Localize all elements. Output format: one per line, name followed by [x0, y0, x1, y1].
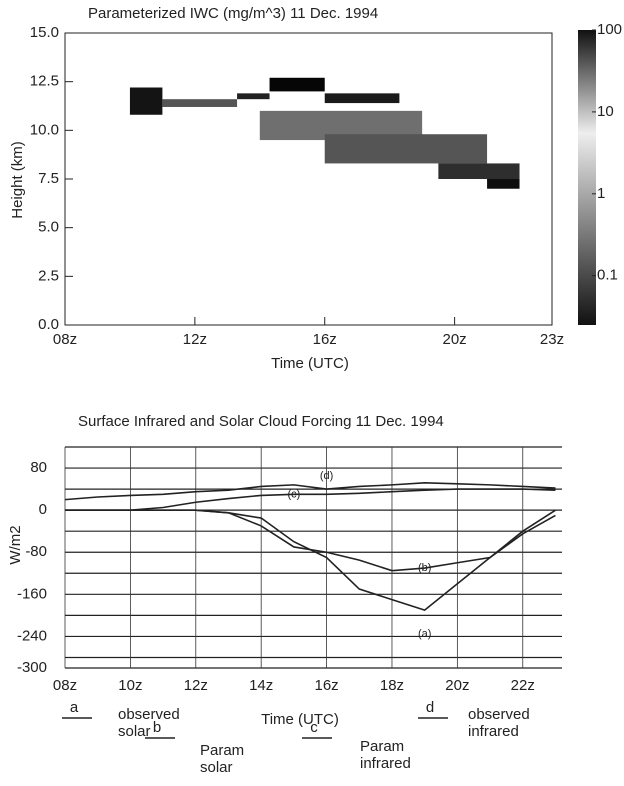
iwc-cell [487, 179, 520, 189]
legend-key: b [153, 719, 161, 736]
colorbar [578, 30, 596, 325]
legend-key: a [70, 699, 79, 716]
x-tick-label: 22z [511, 677, 535, 694]
iwc-cell [162, 99, 238, 107]
y-tick-label: 80 [30, 459, 47, 476]
x-tick-label: 10z [118, 677, 142, 694]
x-tick-label: 12z [183, 331, 207, 348]
legend-label: observed solar [118, 706, 180, 740]
iwc-cell [438, 163, 520, 179]
series-annotation: (b) [418, 562, 431, 574]
x-tick-label: 18z [380, 677, 404, 694]
y-tick-label: 0.0 [38, 316, 59, 333]
iwc-cell [324, 134, 488, 164]
y-axis-label: W/m2 [7, 525, 24, 564]
y-tick-label: 0 [39, 501, 47, 518]
y-tick-label: -240 [17, 627, 47, 644]
x-axis-label: Time (UTC) [261, 711, 339, 728]
y-tick-label: -80 [25, 543, 47, 560]
chart-title: Parameterized IWC (mg/m^3) 11 Dec. 1994 [88, 5, 378, 22]
colorbar-tick-label: 10 [597, 103, 614, 120]
legend-label: Param infrared [360, 738, 411, 772]
y-tick-label: 5.0 [38, 219, 59, 236]
series-line [64, 481, 556, 501]
y-tick-label: -160 [17, 585, 47, 602]
y-tick-label: 15.0 [30, 24, 59, 41]
x-tick-label: 23z [540, 331, 564, 348]
colorbar-tick-label: 0.1 [597, 267, 618, 284]
series-annotation: (d) [320, 470, 333, 482]
legend-key: d [426, 699, 434, 716]
y-tick-label: -300 [17, 659, 47, 676]
legend-label: Param solar [200, 742, 245, 776]
iwc-cell [129, 87, 163, 115]
legend-key: c [310, 719, 318, 736]
x-axis-label: Time (UTC) [271, 355, 349, 372]
x-tick-label: 16z [314, 677, 338, 694]
x-tick-label: 14z [249, 677, 273, 694]
series-line [65, 488, 556, 511]
x-tick-label: 16z [313, 331, 337, 348]
colorbar-tick-label: 1 [597, 185, 605, 202]
colorbar-tick-label: 100 [597, 21, 622, 38]
series-annotation: (a) [418, 628, 431, 640]
x-tick-label: 20z [445, 677, 469, 694]
y-tick-label: 10.0 [30, 121, 59, 138]
series-annotation: (c) [287, 488, 300, 500]
y-axis-label: Height (km) [9, 141, 26, 219]
legend-label: observed infrared [468, 706, 530, 740]
chart-title: Surface Infrared and Solar Cloud Forcing… [78, 413, 444, 430]
y-tick-label: 12.5 [30, 73, 59, 90]
iwc-cell [237, 93, 270, 100]
iwc-cell [324, 93, 400, 104]
iwc-cell [269, 77, 325, 92]
x-tick-label: 08z [53, 331, 77, 348]
y-tick-label: 2.5 [38, 267, 59, 284]
x-tick-label: 12z [184, 677, 208, 694]
series-line [65, 509, 556, 572]
x-tick-label: 20z [443, 331, 467, 348]
series-line [65, 509, 556, 612]
y-tick-label: 7.5 [38, 170, 59, 187]
x-tick-label: 08z [53, 677, 77, 694]
